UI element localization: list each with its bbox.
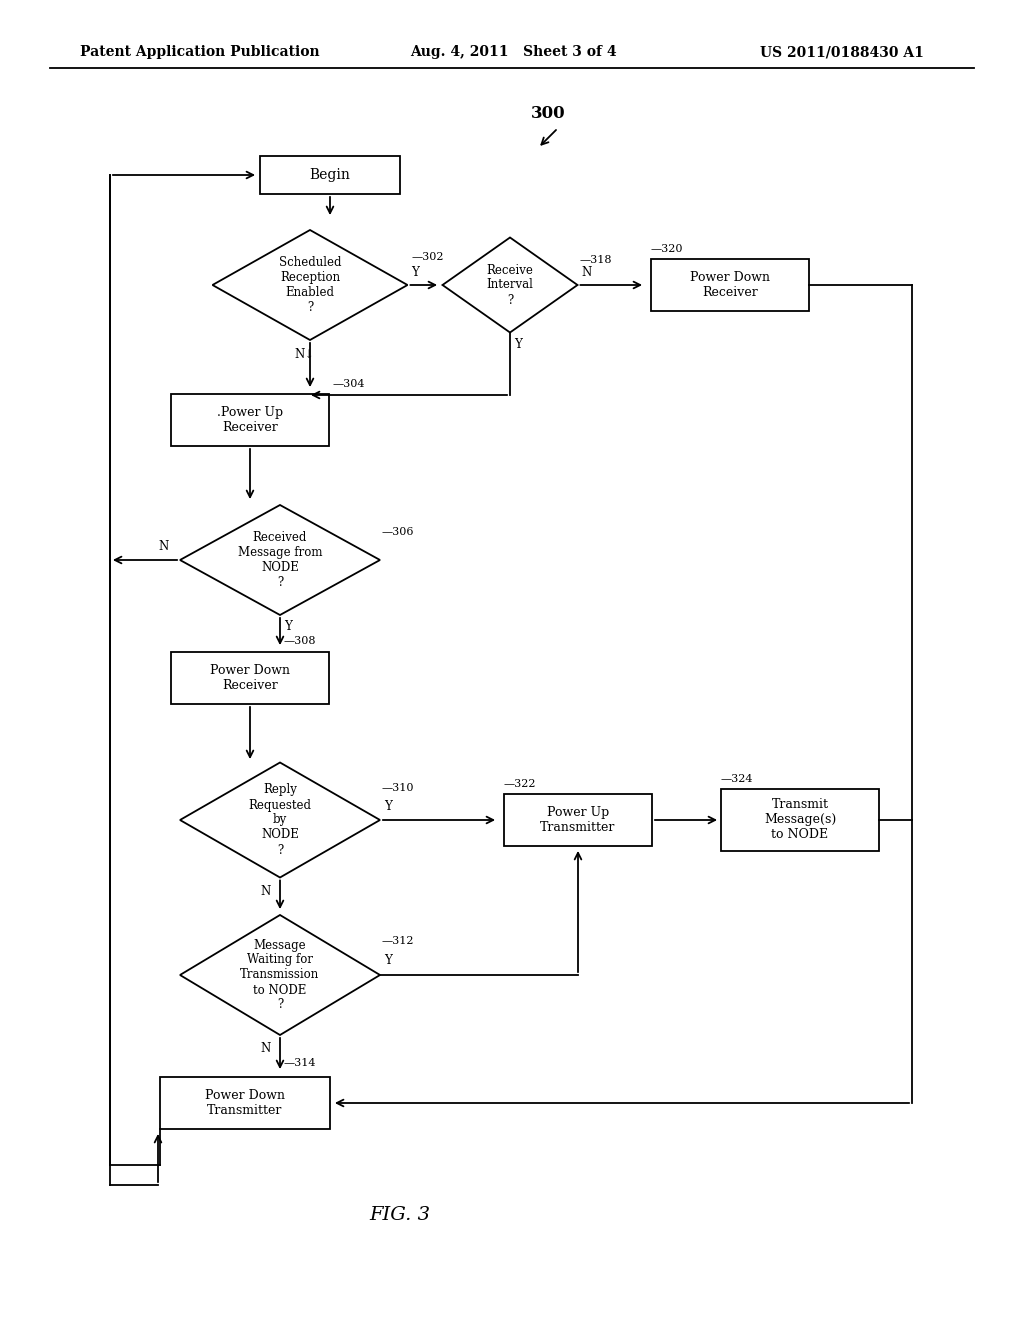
Text: N: N — [260, 884, 270, 898]
Polygon shape — [180, 763, 380, 878]
Text: N: N — [582, 267, 592, 280]
Text: FIG. 3: FIG. 3 — [370, 1206, 430, 1224]
Text: —320: —320 — [651, 244, 683, 253]
Text: Y: Y — [412, 267, 420, 280]
Text: Power Down
Receiver: Power Down Receiver — [210, 664, 290, 692]
Text: Y: Y — [384, 800, 392, 813]
Text: Receive
Interval
?: Receive Interval ? — [486, 264, 534, 306]
Text: —302: —302 — [412, 252, 444, 261]
Text: Patent Application Publication: Patent Application Publication — [80, 45, 319, 59]
Bar — [171, 652, 329, 704]
Text: —322: —322 — [504, 779, 537, 789]
Text: Power Up
Transmitter: Power Up Transmitter — [541, 807, 615, 834]
Text: Received
Message from
NODE
?: Received Message from NODE ? — [238, 531, 323, 589]
Text: —324: —324 — [721, 774, 754, 784]
Text: Y: Y — [284, 620, 292, 634]
Bar — [160, 1077, 330, 1129]
Bar — [504, 795, 652, 846]
Text: Y: Y — [384, 954, 392, 968]
Polygon shape — [180, 915, 380, 1035]
Text: Y: Y — [514, 338, 522, 351]
Text: Aug. 4, 2011   Sheet 3 of 4: Aug. 4, 2011 Sheet 3 of 4 — [410, 45, 616, 59]
Text: N↓: N↓ — [294, 347, 314, 360]
Text: Message
Waiting for
Transmission
to NODE
?: Message Waiting for Transmission to NODE… — [241, 939, 319, 1011]
Bar — [260, 156, 400, 194]
Text: Scheduled
Reception
Enabled
?: Scheduled Reception Enabled ? — [279, 256, 341, 314]
Text: —306: —306 — [382, 527, 415, 537]
Bar — [171, 393, 329, 446]
Text: —318: —318 — [580, 255, 612, 265]
Text: 300: 300 — [530, 106, 565, 121]
Text: —308: —308 — [284, 636, 316, 645]
Text: —312: —312 — [382, 936, 415, 946]
Text: Reply
Requested
by
NODE
?: Reply Requested by NODE ? — [249, 784, 311, 857]
Bar — [721, 789, 879, 851]
Polygon shape — [180, 506, 380, 615]
Polygon shape — [213, 230, 408, 341]
Text: N: N — [260, 1043, 270, 1056]
Polygon shape — [442, 238, 578, 333]
Bar — [651, 259, 809, 312]
Text: Begin: Begin — [309, 168, 350, 182]
Text: Power Down
Receiver: Power Down Receiver — [690, 271, 770, 300]
Text: —314: —314 — [284, 1059, 316, 1068]
Text: —310: —310 — [382, 783, 415, 793]
Text: .Power Up
Receiver: .Power Up Receiver — [217, 407, 283, 434]
Text: Power Down
Transmitter: Power Down Transmitter — [205, 1089, 285, 1117]
Text: Transmit
Message(s)
to NODE: Transmit Message(s) to NODE — [764, 799, 837, 842]
Text: —304: —304 — [333, 379, 366, 389]
Text: N: N — [158, 540, 168, 553]
Text: US 2011/0188430 A1: US 2011/0188430 A1 — [760, 45, 924, 59]
